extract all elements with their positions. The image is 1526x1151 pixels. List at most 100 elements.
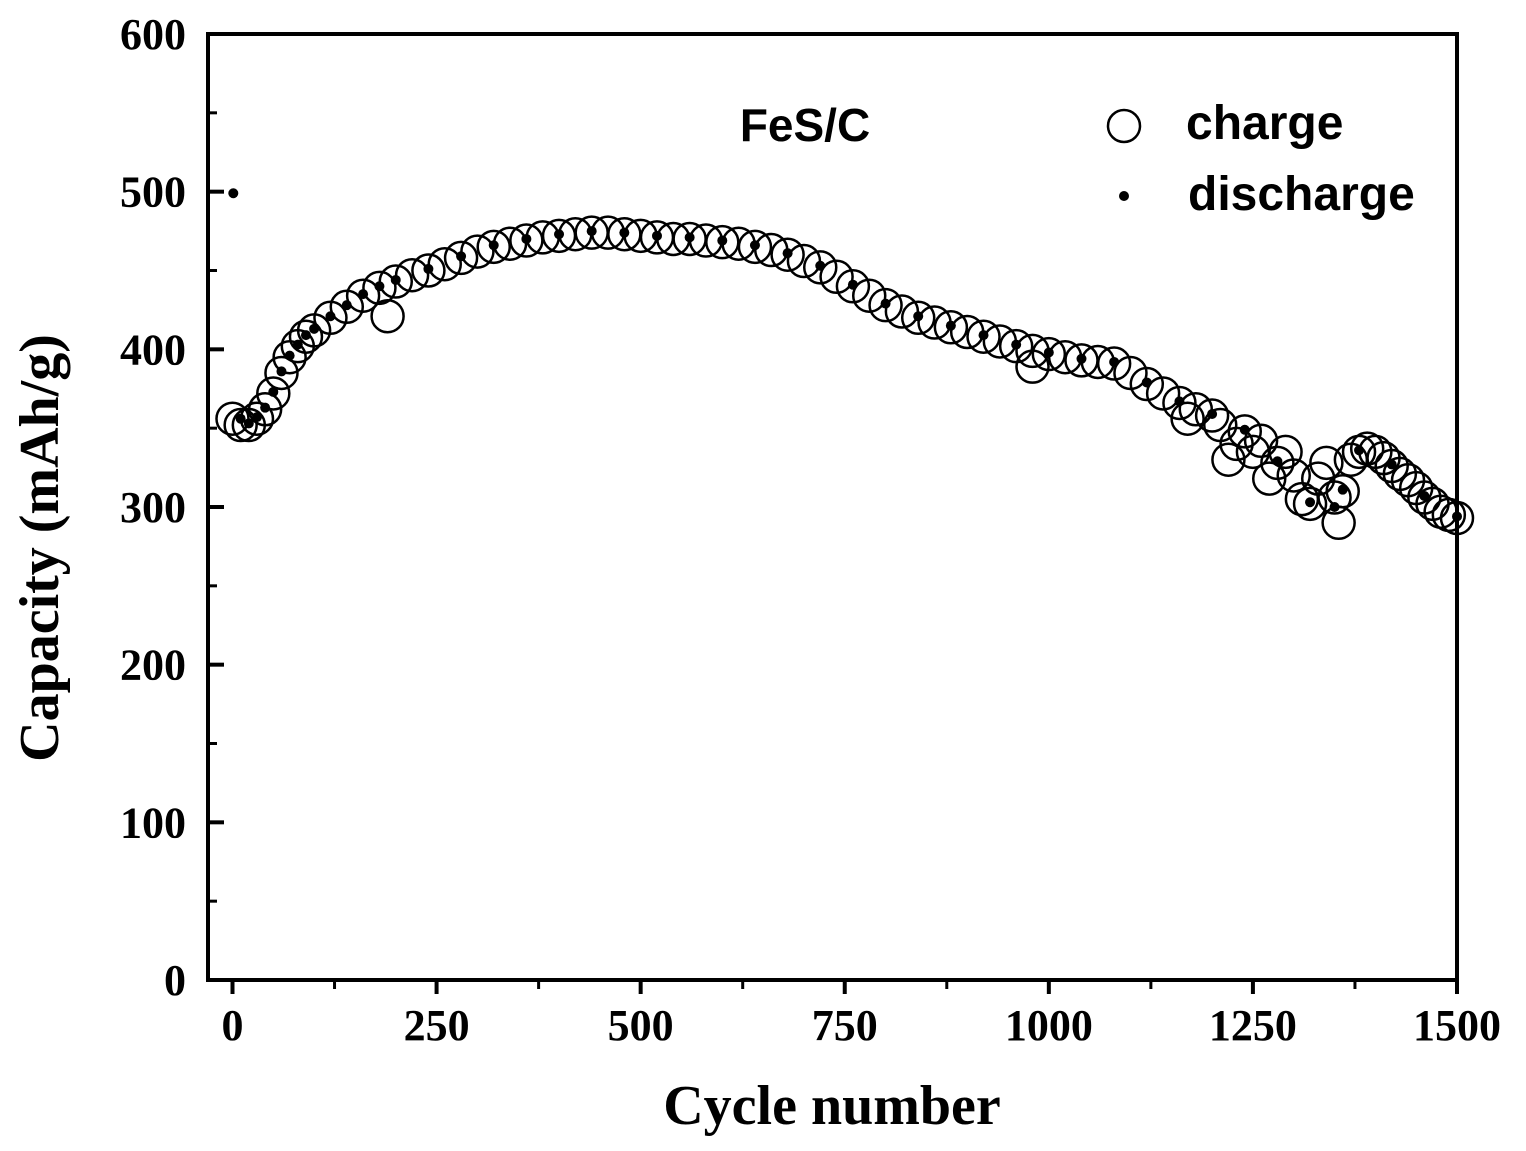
charge-point [1321,505,1356,541]
charge-point [443,240,479,276]
axes: 0 100 200 300 400 500 600 0 250 500 750 1000 1250 150… [120,10,1501,1050]
discharge-point [243,418,254,429]
discharge-point [880,298,891,309]
discharge-point [358,289,369,300]
charge-point [509,223,544,258]
discharge-point [341,300,352,311]
x-tick-label: 500 [608,1001,674,1050]
discharge-point [749,240,760,251]
y-tick-label: 0 [164,956,186,1005]
charge-point [705,224,740,260]
discharge-point [456,251,467,262]
discharge-point [284,350,295,361]
discharge-point [1174,396,1185,407]
charge-point [256,376,291,411]
discharge-point [1329,502,1340,512]
discharge-point [945,320,956,331]
discharge-point [374,281,385,292]
discharge-point [586,226,597,237]
discharge-point [619,227,630,238]
discharge-point [251,412,262,423]
discharge-point [1109,356,1120,367]
legend-charge-marker [1106,108,1142,144]
discharge-point [782,248,793,259]
charge-point [1325,473,1360,509]
charge-point [345,278,381,313]
x-tick-label: 250 [404,1001,470,1050]
charge-point [737,229,773,265]
y-tick-label: 500 [120,168,186,217]
discharge-point [1419,490,1430,501]
discharge-point [235,413,246,424]
charge-series [215,215,1475,541]
discharge-point [521,233,532,244]
charge-point [1129,366,1165,402]
charge-point [1292,486,1328,522]
charge-point [1227,414,1263,449]
discharge-point [1043,347,1054,358]
discharge-point [276,366,287,377]
charge-point [476,229,511,265]
discharge-point [309,323,320,334]
charge-point [1309,445,1344,481]
discharge-point [1354,445,1365,456]
charge-point [223,407,258,443]
discharge-point [651,230,662,241]
x-tick-label: 1000 [1005,1001,1093,1050]
discharge-point [325,311,336,322]
charge-point [819,259,854,295]
discharge-point [847,279,858,290]
charge-point [851,278,887,313]
charge-point [1096,346,1132,381]
discharge-series [228,188,1462,522]
discharge-point [488,240,499,251]
charge-point [1162,385,1197,421]
charge-point [1317,480,1352,515]
discharge-point [228,188,239,199]
sample-annotation: FeS/C [740,99,870,151]
charge-point [868,287,903,323]
y-tick-label: 100 [120,798,186,847]
x-tick-label: 1500 [1413,1001,1501,1050]
discharge-point [1011,339,1022,350]
discharge-point [815,260,826,271]
discharge-point [1272,456,1283,467]
discharge-point [913,311,924,322]
charge-point [1170,401,1205,436]
discharge-point [1305,497,1316,508]
discharge-point [423,263,434,274]
discharge-point [717,235,728,246]
legend: charge discharge [1106,97,1415,221]
legend-discharge-marker [1119,191,1129,201]
charge-point [966,319,1001,354]
x-tick-label: 1250 [1209,1001,1297,1050]
legend-discharge-label: discharge [1188,168,1415,221]
discharge-point [1239,424,1250,435]
discharge-point [268,386,279,397]
charge-point [1243,423,1279,459]
charge-point [1268,434,1303,470]
charge-point [370,298,405,334]
y-tick-label: 300 [120,483,186,532]
y-axis-title: Capacity (mAh/g) [9,334,71,762]
charge-point [803,250,838,285]
discharge-point [1337,484,1348,495]
discharge-point [300,330,311,341]
legend-charge-label: charge [1186,97,1343,150]
y-tick-label: 200 [120,641,186,690]
discharge-point [1386,459,1397,470]
charge-point [1145,376,1181,411]
charge-point [835,269,871,304]
discharge-point [978,330,989,341]
discharge-point [292,339,303,350]
x-tick-label: 0 [221,1001,243,1050]
discharge-point [390,274,401,285]
charge-point [933,310,969,345]
charge-point [770,237,805,272]
discharge-point [260,402,271,413]
charge-point [1251,461,1287,496]
y-tick-label: 600 [120,10,186,59]
charge-point [1194,398,1230,433]
